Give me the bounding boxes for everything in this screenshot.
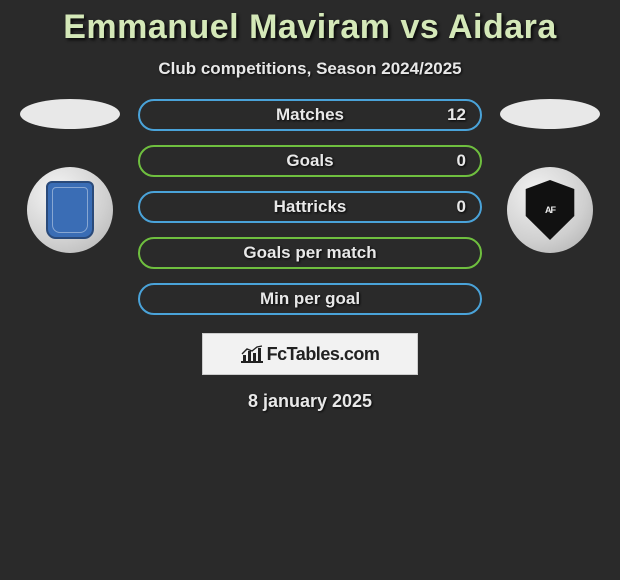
- shield-icon: AF: [523, 180, 577, 240]
- player-photo-right: [500, 99, 600, 129]
- stat-row: Hattricks0: [138, 191, 482, 223]
- shield-text: AF: [545, 205, 555, 215]
- stats-list: Matches12Goals0Hattricks0Goals per match…: [138, 99, 482, 315]
- stat-value-right: 0: [457, 197, 466, 217]
- stat-label: Goals per match: [140, 243, 480, 263]
- subtitle: Club competitions, Season 2024/2025: [0, 59, 620, 79]
- page-title: Emmanuel Maviram vs Aidara: [0, 8, 620, 47]
- stat-label: Matches: [140, 105, 480, 125]
- stat-label: Min per goal: [140, 289, 480, 309]
- main-row: Matches12Goals0Hattricks0Goals per match…: [0, 99, 620, 315]
- stat-row: Matches12: [138, 99, 482, 131]
- watermark: FcTables.com: [202, 333, 418, 375]
- stat-row: Goals0: [138, 145, 482, 177]
- club-badge-left: [27, 167, 113, 253]
- right-side: AF: [500, 99, 600, 253]
- stat-label: Hattricks: [140, 197, 480, 217]
- player-photo-left: [20, 99, 120, 129]
- stat-row: Min per goal: [138, 283, 482, 315]
- chart-icon: [241, 345, 263, 363]
- left-side: [20, 99, 120, 253]
- stat-label: Goals: [140, 151, 480, 171]
- stat-value-right: 12: [447, 105, 466, 125]
- shield-icon: [46, 181, 94, 239]
- comparison-card: Emmanuel Maviram vs Aidara Club competit…: [0, 0, 620, 412]
- club-badge-right: AF: [507, 167, 593, 253]
- watermark-text: FcTables.com: [267, 344, 380, 365]
- stat-row: Goals per match: [138, 237, 482, 269]
- date-label: 8 january 2025: [0, 391, 620, 412]
- stat-value-right: 0: [457, 151, 466, 171]
